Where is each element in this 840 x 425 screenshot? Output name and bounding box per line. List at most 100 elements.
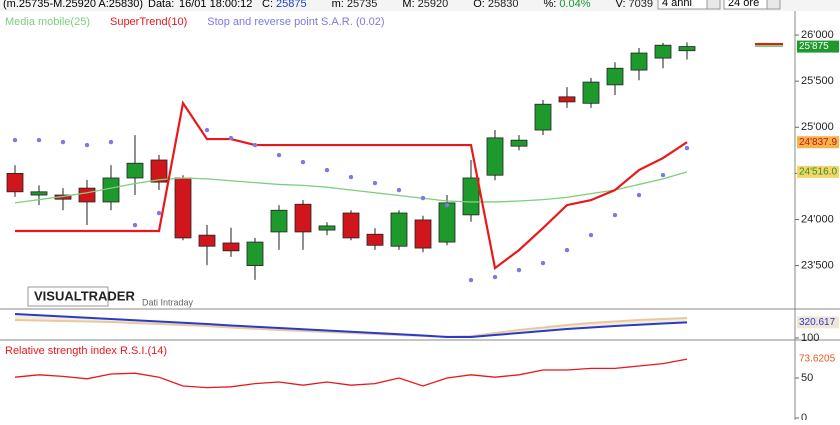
rsi-title: Relative strength index R.S.I.(14) — [5, 345, 167, 357]
field-value: 25920 — [418, 0, 449, 10]
sar-dot — [684, 145, 690, 151]
y-tick-label: 24'000 — [801, 213, 834, 225]
y-tick-label: 25'500 — [801, 75, 834, 87]
sar-dot — [492, 274, 498, 280]
price-badge-label: 25'875 — [799, 41, 829, 52]
field-value: 25830 — [488, 0, 519, 10]
candle-body — [270, 209, 288, 233]
field-value: 25875 — [276, 0, 307, 10]
field-label: O: — [473, 0, 485, 10]
price-badge-label: 320.617 — [799, 317, 836, 328]
sar-dot — [348, 174, 354, 180]
sar-dot — [228, 135, 234, 141]
candle-body — [390, 212, 408, 247]
candle-body — [606, 67, 624, 86]
field-value: 7039 — [629, 0, 653, 10]
candle-body — [342, 212, 360, 239]
y-tick-label: 23'500 — [801, 259, 834, 271]
field-label: %: — [543, 0, 556, 10]
candle-body — [510, 139, 528, 147]
sar-dot — [276, 152, 282, 158]
price-badge — [797, 40, 839, 53]
sar-dot — [12, 137, 18, 143]
legend-entry: Stop and reverse point S.A.R. (0.02) — [207, 16, 384, 28]
sar-dot — [420, 195, 426, 201]
sar-dot — [60, 139, 66, 145]
field-label: C: — [262, 0, 273, 10]
field-label: m: — [332, 0, 344, 10]
candle-body — [198, 234, 216, 247]
candle-body — [126, 162, 144, 179]
watermark: VISUALTRADER — [34, 288, 135, 303]
candle-body — [318, 225, 336, 231]
field-value: 25735 — [347, 0, 378, 10]
series-line — [14, 313, 688, 338]
price-badge — [797, 353, 839, 366]
price-badge-label: 73.6205 — [799, 354, 836, 365]
y-tick-label: 26'000 — [801, 29, 834, 41]
sar-dot — [36, 137, 42, 143]
sar-dot — [636, 192, 642, 198]
field-value: 0.04% — [559, 0, 590, 10]
candle-body — [582, 81, 600, 104]
candle-body — [462, 177, 480, 216]
period: 4 anni — [662, 0, 692, 9]
sar-dot — [396, 187, 402, 193]
price-badge — [797, 165, 839, 178]
date-label: Data: — [148, 0, 174, 10]
candle-body — [222, 242, 240, 252]
sar-dot — [660, 172, 666, 178]
price-badge — [797, 316, 839, 329]
sar-dot — [540, 260, 546, 266]
data-source-note: Dati Intraday — [142, 297, 194, 307]
candle-body — [366, 233, 384, 246]
series-line — [14, 358, 688, 389]
quote-range: (m.25735-M.25920 A:25830) — [3, 0, 143, 10]
date: 16/01 18:00:12 — [179, 0, 252, 10]
series-line — [14, 171, 688, 204]
sar-dot — [132, 222, 138, 228]
sar-dot — [372, 180, 378, 186]
sar-dot — [564, 247, 570, 253]
candle-body — [150, 159, 168, 183]
y-tick-label: 100 — [801, 332, 819, 344]
sar-dot — [108, 139, 114, 145]
candle-body — [438, 202, 456, 243]
candle-body — [102, 177, 120, 203]
candle-body — [630, 52, 648, 71]
y-tick-label: 0 — [801, 412, 807, 420]
sar-dot — [468, 277, 474, 283]
legend-entry: Media mobile(25) — [5, 16, 90, 28]
candle-body — [414, 219, 432, 249]
series-line — [14, 317, 688, 338]
sar-dot — [612, 212, 618, 218]
candle-body — [678, 46, 696, 52]
candle-body — [246, 241, 264, 266]
sar-dot — [516, 267, 522, 273]
price-badge-label: 24'516.0 — [799, 167, 837, 178]
candle-body — [558, 96, 576, 103]
candle-body — [534, 103, 552, 131]
candle-body — [294, 203, 312, 233]
sar-dot — [444, 202, 450, 208]
sar-dot — [252, 142, 258, 148]
candle-body — [6, 172, 24, 193]
candle-body — [486, 137, 504, 176]
candle-body — [174, 177, 192, 239]
sar-dot — [204, 127, 210, 133]
field-label: V: — [616, 0, 626, 10]
price-badge-label: 24'837.9 — [799, 137, 837, 148]
candle-body — [654, 44, 672, 59]
period-arrow[interactable] — [706, 0, 721, 10]
sar-dot — [588, 232, 594, 238]
sar-dot — [156, 210, 162, 216]
sar-dot — [324, 167, 330, 173]
y-tick-label: 25'000 — [801, 121, 834, 133]
sar-dot — [84, 142, 90, 148]
candle-body — [78, 187, 96, 203]
legend-entry: SuperTrend(10) — [110, 16, 187, 28]
interval-arrow[interactable] — [766, 0, 781, 10]
